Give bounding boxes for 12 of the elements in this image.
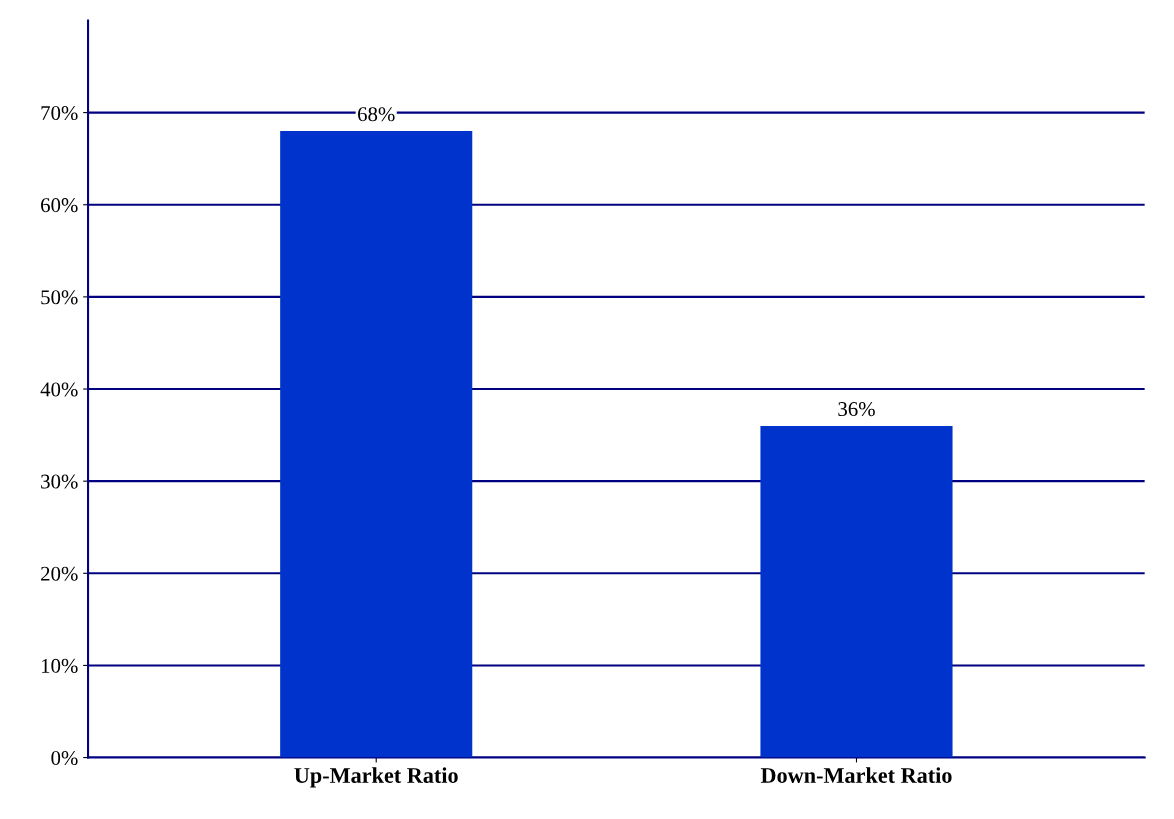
y-tick-label: 30%: [41, 474, 78, 489]
y-tick-label: 40%: [40, 382, 78, 397]
data-label: 36%: [838, 402, 875, 417]
y-tick-label: 20%: [41, 566, 78, 581]
x-tick-label: Down-Market Ratio: [760, 767, 952, 783]
y-tick-label: 0%: [51, 750, 78, 766]
y-tick-label: 70%: [41, 105, 78, 121]
data-label: 68%: [358, 107, 395, 122]
x-tick-label: Up-Market Ratio: [294, 767, 458, 788]
y-tick-label: 10%: [41, 658, 78, 673]
y-tick-label: 60%: [41, 198, 78, 213]
y-tick-label: 50%: [41, 290, 78, 305]
